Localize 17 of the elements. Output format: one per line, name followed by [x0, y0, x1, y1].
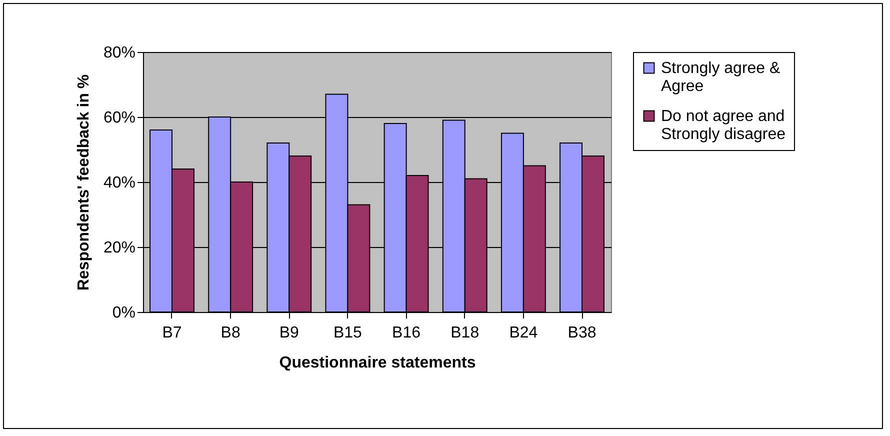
x-tick-label: B15	[333, 324, 362, 342]
x-tick-label: B18	[450, 324, 480, 342]
legend-label: Do not agree and Strongly disagree	[661, 108, 786, 143]
y-tick-label: 60%	[103, 110, 136, 126]
y-tick-label: 40%	[103, 174, 136, 192]
x-axis-title: Questionnaire statements	[279, 354, 476, 372]
x-tick-label: B8	[220, 324, 240, 342]
y-axis-title: Respondents' feedback in %	[75, 74, 92, 291]
x-tick-label: B16	[392, 324, 421, 342]
x-tick-label: B38	[568, 324, 596, 342]
y-tick-label: 20%	[103, 240, 136, 256]
y-tick-label: 0%	[112, 304, 136, 322]
x-tick-label: B7	[162, 324, 182, 342]
legend-label: Strongly agree & Agree	[661, 60, 781, 95]
x-tick-label: B24	[509, 324, 538, 342]
y-tick-label: 80%	[103, 44, 136, 62]
x-tick-label: B9	[279, 324, 300, 342]
